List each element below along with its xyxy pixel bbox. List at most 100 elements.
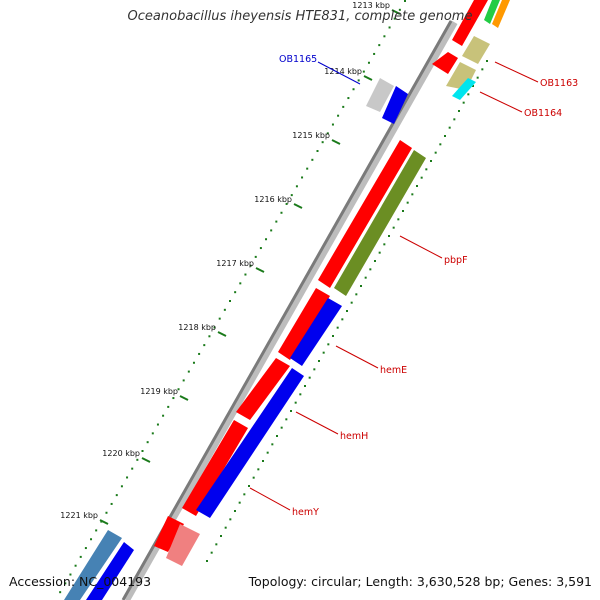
ring-tick [439, 143, 442, 146]
ring-tick [308, 376, 311, 379]
gene-label-OB1165[interactable]: OB1165 [279, 54, 317, 65]
gene-label-hemE[interactable]: hemE [380, 365, 407, 376]
ring-tick [285, 418, 288, 421]
ring-tick [388, 26, 391, 29]
ring-tick [299, 393, 302, 396]
ring-tick [462, 101, 465, 104]
ring-tick [481, 68, 484, 71]
ring-tick [249, 264, 252, 267]
ring-tick [416, 185, 418, 187]
ring-tick [218, 317, 221, 320]
cds-red-4[interactable] [182, 420, 248, 516]
cds-steel-bottom[interactable] [64, 530, 122, 600]
kbp-tick-mark [331, 139, 341, 145]
cds-khaki-OB1163[interactable] [462, 36, 490, 64]
ring-tick [341, 318, 344, 321]
ring-tick [206, 560, 208, 562]
ring-tick [270, 229, 273, 232]
gene-label-OB1164[interactable]: OB1164 [524, 108, 562, 119]
ring-tick [290, 410, 292, 412]
cds-red-2[interactable] [278, 288, 330, 360]
ring-tick [346, 310, 348, 312]
ring-tick [220, 535, 222, 537]
ring-tick [295, 185, 298, 188]
backbone [121, 20, 458, 600]
kbp-tick-mark [179, 395, 189, 401]
cds-gray-OB1165[interactable] [366, 78, 394, 112]
ring-tick [306, 167, 309, 170]
ring-tick [337, 114, 340, 117]
kbp-tick-label: 1218 kbp [178, 323, 216, 332]
ring-tick [367, 61, 370, 64]
cds-cyan-OB1164[interactable] [452, 78, 476, 100]
ring-tick [326, 132, 329, 135]
cds-red-top-2[interactable] [432, 52, 458, 74]
gene-label-hemY[interactable]: hemY [292, 507, 319, 518]
ring-tick [95, 529, 98, 532]
ring-tick [229, 518, 232, 521]
ring-tick [210, 551, 213, 554]
ring-tick [262, 460, 264, 462]
kbp-tick-mark [293, 203, 303, 209]
ring-tick [364, 276, 367, 279]
gene-label-pbpF[interactable]: pbpF [444, 255, 468, 266]
ring-tick [156, 423, 159, 426]
ring-tick [467, 93, 470, 96]
kbp-tick-mark [217, 331, 227, 337]
ring-tick [167, 405, 170, 408]
ring-tick [404, 0, 406, 2]
ring-tick [393, 17, 396, 20]
cds-red-1[interactable] [318, 140, 412, 288]
ring-tick [360, 285, 362, 287]
ring-tick [252, 476, 255, 479]
cds-blue-hemE[interactable] [290, 298, 342, 366]
ring-tick [322, 351, 325, 354]
ring-tick [388, 235, 390, 237]
cds-green-top[interactable] [484, 0, 500, 24]
kbp-tick-label: 1214 kbp [324, 67, 362, 76]
cds-red-3[interactable] [236, 358, 290, 420]
cds-pink-1[interactable] [166, 524, 200, 566]
ring-tick [290, 194, 293, 197]
ring-tick [239, 282, 242, 285]
ring-tick [162, 414, 165, 417]
ring-tick [213, 326, 216, 329]
ring-tick [259, 247, 262, 250]
ring-tick [105, 511, 108, 514]
kbp-tick-label: 1217 kbp [216, 259, 254, 268]
ring-tick [120, 485, 123, 488]
ring-tick [425, 168, 428, 171]
ring-tick [398, 8, 401, 11]
cds-blue-bottom[interactable] [86, 542, 134, 600]
ring-tick [486, 60, 488, 62]
ring-tick [434, 151, 437, 154]
ring-tick [59, 591, 62, 594]
cds-red-top[interactable] [452, 0, 488, 46]
cds-blue-hemH[interactable] [196, 368, 304, 518]
ring-tick [266, 451, 269, 454]
ring-tick [280, 426, 283, 429]
ring-tick [224, 526, 227, 529]
ring-tick [311, 158, 314, 161]
ring-tick [397, 218, 400, 221]
cds-olive-pbpF[interactable] [334, 150, 426, 296]
ring-tick [192, 361, 195, 364]
ring-tick [280, 211, 283, 214]
ring-tick [357, 79, 360, 82]
ring-tick [327, 343, 330, 346]
ring-tick [313, 368, 316, 371]
ring-tick [126, 476, 129, 479]
accession-text: Accession: NC_004193 [9, 574, 152, 589]
cds-blue-OB1165[interactable] [382, 86, 408, 124]
ring-tick [444, 135, 446, 137]
gene-label-OB1163[interactable]: OB1163 [540, 78, 578, 89]
ring-tick [172, 397, 175, 400]
ring-tick [383, 243, 386, 246]
ring-tick [182, 379, 185, 382]
gene-label-hemH[interactable]: hemH [340, 431, 368, 442]
ring-tick [234, 291, 237, 294]
ring-tick [448, 126, 451, 129]
cds-red-5[interactable] [154, 516, 184, 552]
ring-tick [203, 344, 206, 347]
cds-orange-top[interactable] [492, 0, 510, 28]
